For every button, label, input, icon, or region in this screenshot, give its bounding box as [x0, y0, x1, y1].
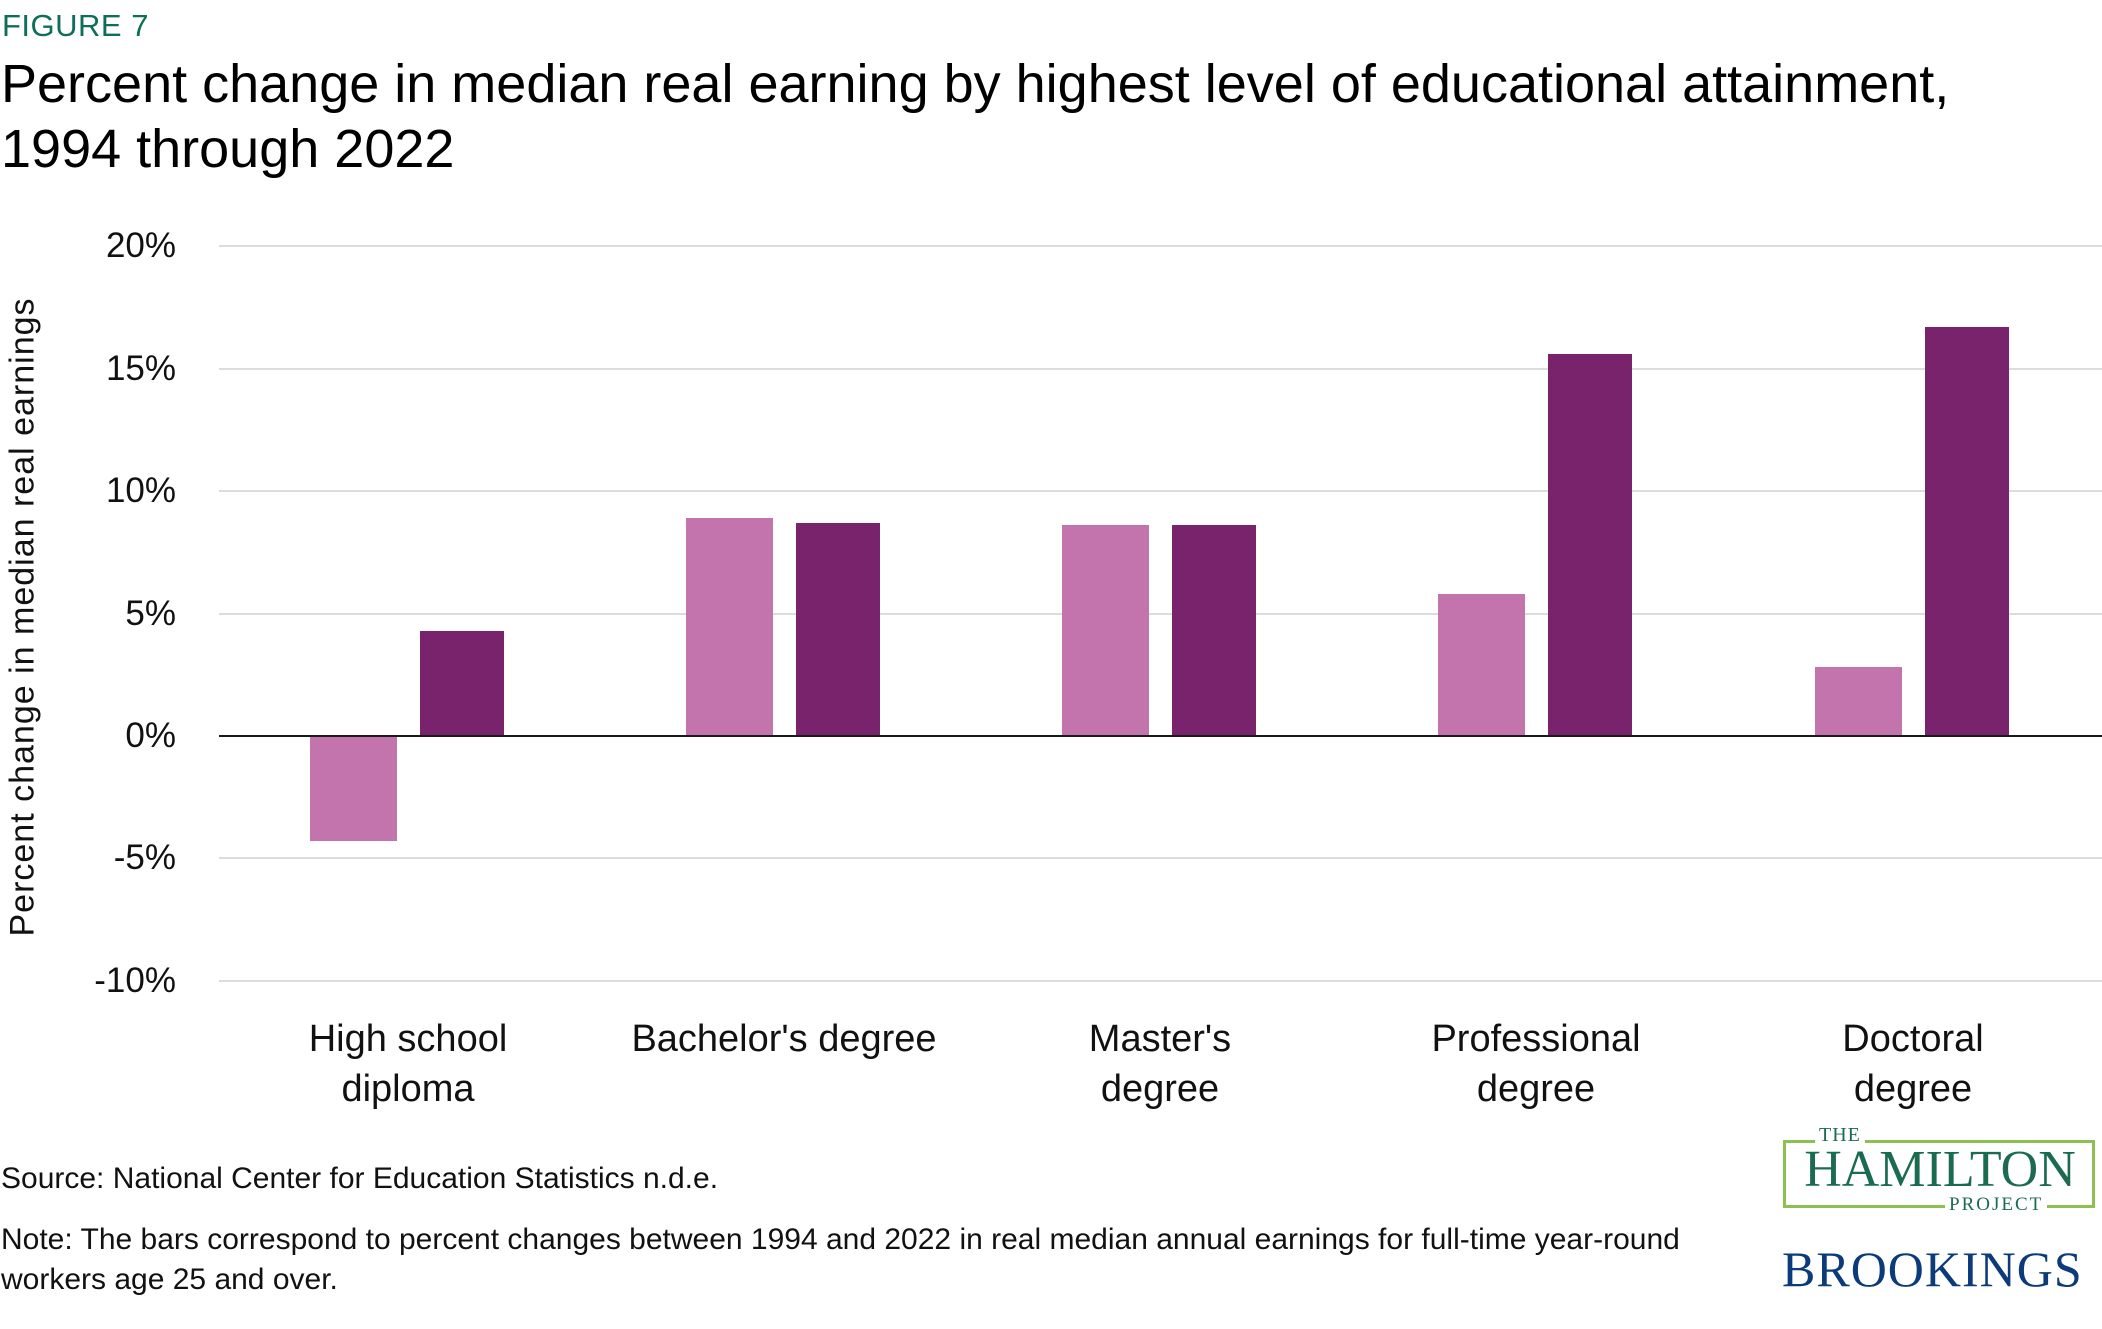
y-tick-label: 0% [125, 716, 176, 755]
bar-dark [420, 630, 504, 736]
hamilton-logo: HAMILTON [1804, 1141, 2076, 1198]
y-tick-label: 15% [105, 348, 176, 388]
x-category-label: Doctoral degree [1842, 1018, 1984, 1110]
bar-light [310, 736, 397, 842]
gridline [219, 245, 2102, 248]
bar-light [1438, 594, 1525, 736]
y-tick-label: 10% [105, 471, 176, 511]
chart-title: Percent change in median real earning by… [1, 54, 1950, 179]
x-category-label: Master's degree [1088, 1018, 1232, 1110]
gridline [219, 367, 2102, 370]
figure-label: FIGURE 7 [2, 8, 149, 43]
x-category-label: Professional degree [1431, 1018, 1641, 1110]
zero-baseline [219, 735, 2102, 737]
source-note: Source: National Center for Education St… [1, 1162, 719, 1195]
gridline [219, 857, 2102, 860]
hamilton-logo-project: PROJECT [1945, 1194, 2048, 1216]
bar-light [1815, 667, 1902, 736]
gridline [219, 612, 2102, 615]
y-tick-label: -5% [113, 838, 176, 878]
gridline [219, 490, 2102, 493]
y-tick-label: 5% [125, 593, 176, 633]
x-category-label: Bachelor's degree [631, 1018, 937, 1060]
hamilton-logo-the: THE [1815, 1124, 1865, 1147]
bar-dark [1172, 525, 1256, 736]
gridline [219, 979, 2102, 982]
y-tick-label: 20% [105, 226, 176, 266]
bar-dark [1548, 354, 1632, 736]
brookings-logo: BROOKINGS [1782, 1241, 2083, 1297]
footnote: Note: The bars correspond to percent cha… [1, 1223, 1680, 1296]
y-tick-label: -10% [94, 960, 176, 1000]
bar-dark [796, 523, 880, 736]
hamilton-logo-border [1783, 1140, 2095, 1208]
bar-light [1062, 525, 1149, 736]
x-category-label: High school diploma [308, 1018, 508, 1110]
bar-light [686, 518, 773, 736]
bar-dark [1925, 327, 2009, 736]
